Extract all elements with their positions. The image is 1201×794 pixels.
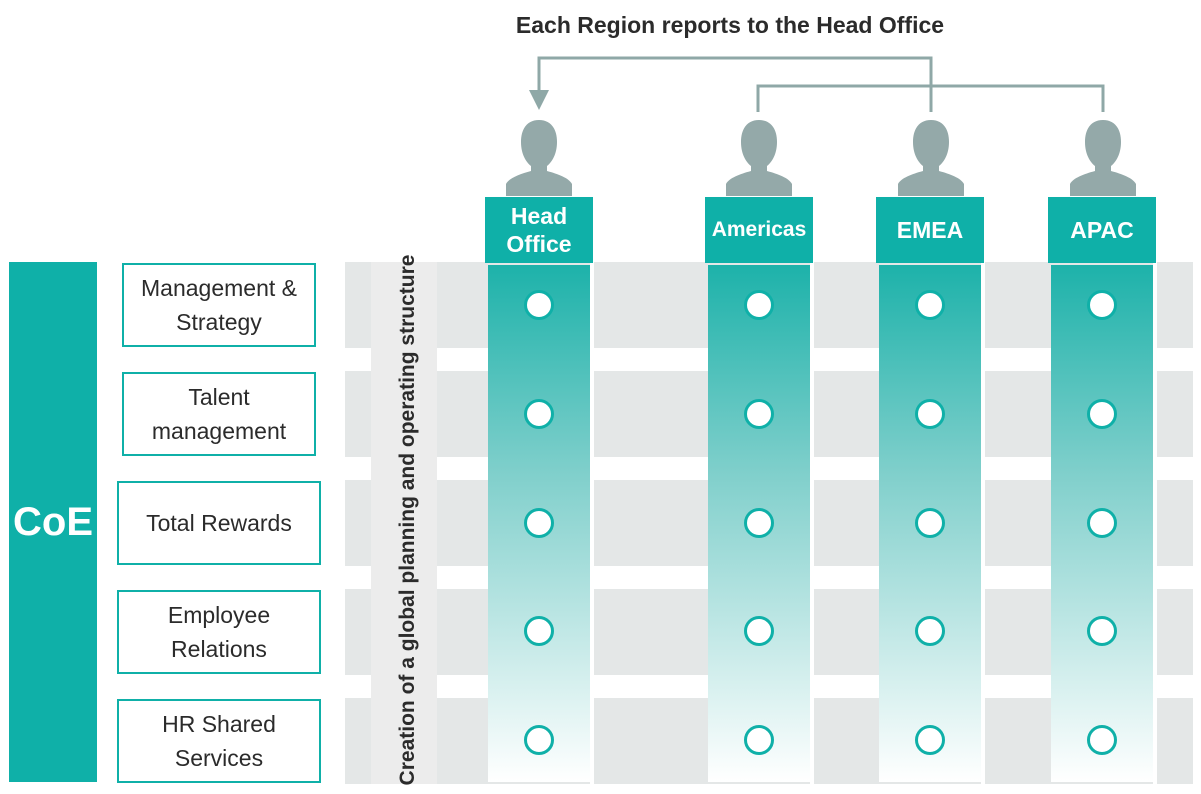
region-apac: APAC <box>1048 197 1156 263</box>
circle-marker-icon <box>915 508 945 538</box>
circle-marker-icon <box>744 399 774 429</box>
circle-marker-icon <box>744 725 774 755</box>
circle-marker-icon <box>524 508 554 538</box>
person-icon <box>726 120 792 196</box>
circle-marker-icon <box>524 290 554 320</box>
circle-marker-icon <box>744 290 774 320</box>
circle-marker-icon <box>1087 290 1117 320</box>
function-employee-relations: Employee Relations <box>117 590 321 674</box>
vertical-structure-label: Creation of a global planning and operat… <box>396 254 419 786</box>
person-icon <box>898 120 964 196</box>
function-total-rewards: Total Rewards <box>117 481 321 565</box>
circle-marker-icon <box>915 725 945 755</box>
circle-marker-icon <box>1087 616 1117 646</box>
circle-marker-icon <box>524 616 554 646</box>
function-hr-shared-services: HR Shared Services <box>117 699 321 783</box>
circle-marker-icon <box>524 725 554 755</box>
circle-marker-icon <box>1087 508 1117 538</box>
function-talent-management: Talent management <box>122 372 316 456</box>
function-management-strategy: Management & Strategy <box>122 263 316 347</box>
circle-marker-icon <box>915 399 945 429</box>
circle-marker-icon <box>744 508 774 538</box>
region-emea: EMEA <box>876 197 984 263</box>
person-icon <box>506 120 572 196</box>
person-icon <box>1070 120 1136 196</box>
label-column-bg <box>371 262 437 784</box>
circle-marker-icon <box>524 399 554 429</box>
circle-marker-icon <box>744 616 774 646</box>
circle-marker-icon <box>1087 725 1117 755</box>
circle-marker-icon <box>915 290 945 320</box>
arrow-down-icon <box>529 90 549 110</box>
region-head-office: Head Office <box>485 197 593 263</box>
region-americas: Americas <box>705 197 813 263</box>
coe-label: CoE <box>9 262 97 782</box>
circle-marker-icon <box>1087 399 1117 429</box>
diagram-title: Each Region reports to the Head Office <box>515 12 945 38</box>
circle-marker-icon <box>915 616 945 646</box>
